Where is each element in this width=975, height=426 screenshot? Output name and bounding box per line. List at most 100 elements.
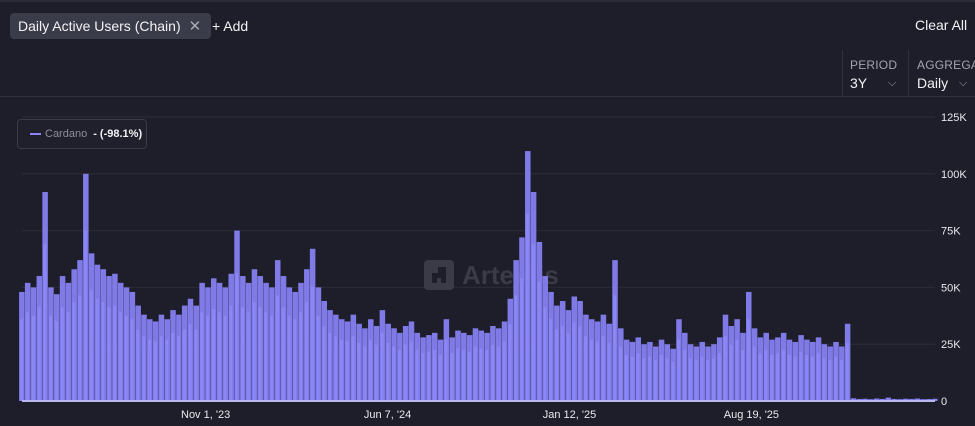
bar-highlight	[572, 322, 576, 401]
bar-highlight	[531, 244, 535, 401]
bar-highlight	[485, 349, 489, 401]
chart-legend: Cardano - (-98.1%)	[17, 119, 147, 149]
bar-highlight	[316, 315, 320, 401]
bar-highlight	[153, 341, 157, 401]
bar-highlight	[607, 343, 611, 401]
period-dropdown[interactable]: PERIOD 3Y ⌵	[850, 58, 902, 91]
bar-highlight	[20, 319, 23, 401]
bar-highlight	[124, 315, 128, 401]
bar-highlight	[107, 307, 111, 401]
bar-highlight	[171, 332, 175, 401]
bar-highlight	[473, 346, 477, 401]
bar-highlight	[793, 356, 797, 401]
bar-highlight	[159, 336, 163, 401]
bar-highlight	[613, 295, 617, 401]
bar-highlight	[287, 315, 291, 401]
y-tick-label: 0	[941, 396, 947, 408]
period-value: 3Y	[850, 75, 868, 91]
bar-highlight	[78, 295, 82, 401]
bar-highlight	[805, 354, 809, 401]
bar-highlight	[374, 344, 378, 401]
bar-highlight	[334, 336, 338, 401]
bar-highlight	[456, 348, 460, 401]
bar-highlight	[787, 354, 791, 401]
bar-highlight	[235, 273, 239, 401]
bar-highlight	[886, 398, 890, 401]
bar-highlight	[781, 349, 785, 401]
bar-highlight	[683, 349, 686, 401]
bar-highlight	[113, 305, 117, 401]
bar-highlight	[648, 356, 652, 401]
bar-highlight	[851, 398, 855, 401]
bar-highlight	[491, 344, 495, 401]
bar-highlight	[427, 351, 431, 401]
legend-series-name[interactable]: Cardano	[45, 128, 88, 140]
bar-highlight	[409, 341, 413, 401]
bar-highlight	[706, 360, 710, 401]
bar-highlight	[142, 336, 146, 401]
bar-highlight	[258, 307, 262, 401]
bar-highlight	[624, 354, 628, 401]
y-tick-label: 125K	[941, 112, 967, 124]
x-tick-label: Aug 19, '25	[724, 409, 779, 421]
bar-highlight	[758, 353, 762, 401]
bar-highlight	[619, 346, 622, 401]
bar-highlight	[392, 346, 396, 401]
bar-highlight	[735, 339, 739, 401]
bar-highlight	[281, 307, 285, 401]
bar-highlight	[659, 354, 663, 401]
bar-highlight	[339, 339, 343, 401]
bar-highlight	[653, 360, 657, 401]
top-border	[0, 0, 975, 2]
x-tick-label: Jan 12, '25	[543, 409, 596, 421]
bar-highlight	[810, 356, 814, 401]
bar-highlight	[194, 329, 198, 401]
bar-highlight	[555, 329, 559, 401]
add-metric-button[interactable]: + Add	[212, 18, 249, 34]
bar-highlight	[211, 308, 215, 401]
bar-highlight	[595, 341, 599, 401]
bar-highlight	[747, 319, 750, 401]
bar-highlight	[177, 336, 181, 401]
x-tick-label: Jun 7, '24	[364, 409, 411, 421]
bar-highlight	[636, 353, 640, 401]
bar-highlight	[118, 312, 122, 401]
bar-highlight	[328, 332, 332, 401]
metric-chip[interactable]: Daily Active Users (Chain) ✕	[10, 13, 212, 39]
clear-all-button[interactable]: Clear All	[915, 17, 968, 33]
chevron-down-icon: ⌵	[959, 76, 968, 89]
y-tick-label: 50K	[941, 282, 961, 294]
y-tick-label: 75K	[941, 226, 961, 238]
metric-chip-label: Daily Active Users (Chain)	[18, 18, 181, 34]
bar-highlight	[357, 343, 361, 401]
bar-highlight	[450, 353, 454, 401]
bar-highlight	[403, 344, 407, 401]
bar-highlight	[677, 339, 681, 401]
period-label: PERIOD	[850, 58, 898, 72]
y-tick-label: 25K	[941, 339, 961, 351]
bar-highlight	[770, 354, 774, 401]
close-icon[interactable]: ✕	[188, 18, 202, 35]
x-tick-label: Nov 1, '23	[181, 409, 230, 421]
bar-highlight	[136, 329, 140, 401]
bar-highlight	[822, 358, 826, 401]
bar-highlight	[351, 336, 355, 401]
bar-highlight	[834, 356, 838, 401]
bar-highlight	[415, 349, 419, 401]
bar-highlight	[438, 354, 442, 401]
bar-highlight	[322, 326, 326, 401]
bar-highlight	[729, 344, 733, 401]
bar-highlight	[642, 358, 646, 401]
bar-highlight	[293, 319, 297, 401]
bar-highlight	[305, 302, 308, 401]
bar-highlight	[840, 360, 843, 401]
aggregate-dropdown[interactable]: AGGREGATE Daily ⌵	[917, 58, 975, 91]
bar-highlight	[229, 305, 233, 401]
bar-highlight	[386, 343, 390, 401]
bar-highlight	[723, 336, 727, 401]
chevron-down-icon: ⌵	[888, 76, 897, 89]
bar-highlight	[264, 312, 268, 401]
bar-highlight	[467, 351, 471, 401]
bar-highlight	[514, 295, 518, 401]
